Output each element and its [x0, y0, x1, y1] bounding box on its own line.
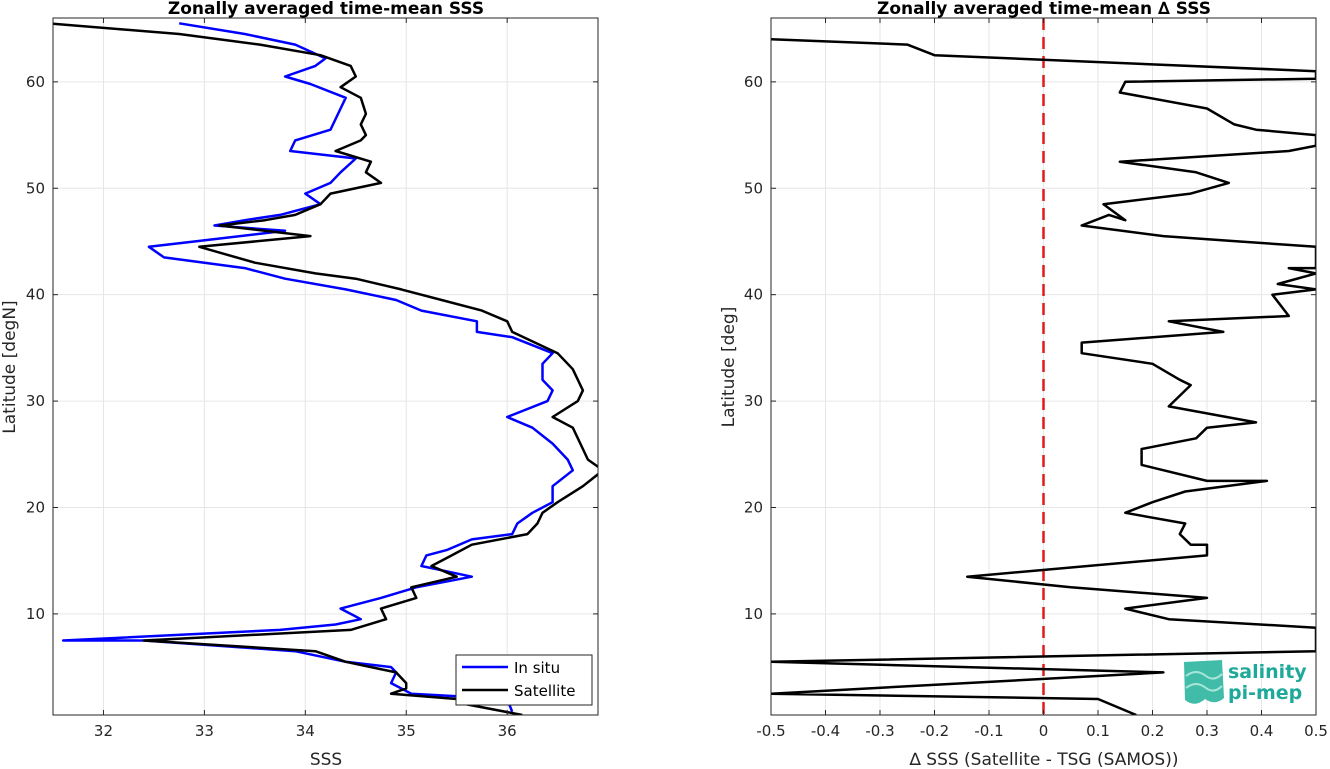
logo-emblem-waves-2	[1185, 683, 1223, 692]
logo-emblem	[1184, 660, 1224, 704]
delta-sss-x-tick-label: -0.5	[756, 722, 785, 740]
delta-sss-x-tick-label: -0.4	[811, 722, 840, 740]
legend-label-satellite: Satellite	[514, 682, 575, 700]
sss-grid	[53, 18, 598, 715]
sss-plot-area	[53, 18, 598, 715]
sss-x-tick-label: 32	[94, 722, 113, 740]
legend: In situ Satellite	[455, 654, 593, 706]
sss-x-tick-label: 35	[397, 722, 416, 740]
delta-sss-x-tick-label: -0.1	[974, 722, 1003, 740]
sss-panel: 32 33 34 35 36 10 20 30 40 50 60 Zonally averaged …	[0, 0, 599, 769]
sss-y-axis-label: Latitude [degN]	[0, 300, 20, 433]
sss-x-tick-label: 34	[296, 722, 315, 740]
delta-sss-x-tick-label: -0.2	[920, 722, 949, 740]
sss-chart-title: Zonally averaged time-mean SSS	[168, 0, 484, 19]
delta-sss-y-axis-label: Latitude [deg]	[719, 307, 739, 428]
sss-y-tick-label: 40	[26, 286, 45, 304]
sss-y-tick-label: 20	[26, 498, 45, 516]
legend-box	[455, 654, 593, 706]
delta-sss-chart-title: Zonally averaged time-mean ∆ SSS	[877, 0, 1211, 19]
delta-sss-y-tick-label: 60	[744, 73, 763, 91]
delta-sss-series-delta-line	[771, 38, 1316, 715]
delta-sss-x-tick-label: 0.3	[1195, 722, 1219, 740]
sss-x-tick-label: 33	[195, 722, 214, 740]
delta-sss-y-tick-label: 50	[744, 179, 763, 197]
legend-label-in-situ: In situ	[514, 659, 560, 677]
delta-sss-x-tick-label: 0.2	[1141, 722, 1165, 740]
logo-text-salinity: salinity	[1228, 661, 1307, 683]
sss-x-tick-label: 36	[498, 722, 517, 740]
delta-sss-ticks: -0.5 -0.4 -0.3 -0.2 -0.1 0 0.1 0.2 0.3 0.4 0.5 10 20…	[744, 18, 1328, 740]
sss-series-in-situ-line	[61, 22, 575, 713]
delta-sss-y-tick-label: 40	[744, 286, 763, 304]
delta-sss-series-group	[771, 18, 1316, 715]
delta-sss-x-tick-label: -0.3	[865, 722, 894, 740]
sss-y-tick-label: 60	[26, 73, 45, 91]
delta-sss-panel: -0.5 -0.4 -0.3 -0.2 -0.1 0 0.1 0.2 0.3 0.4 0.5 10 20…	[719, 0, 1328, 769]
logo-emblem-waves	[1185, 671, 1223, 680]
delta-sss-x-tick-label: 0.1	[1086, 722, 1110, 740]
sss-plot-frame	[52, 17, 599, 716]
sss-series-satellite-line	[53, 22, 598, 715]
delta-sss-y-tick-label: 30	[744, 392, 763, 410]
sss-series-group	[53, 22, 598, 715]
sss-y-tick-label: 30	[26, 392, 45, 410]
delta-sss-x-axis-label: ∆ SSS (Satellite - TSG (SAMOS))	[909, 750, 1179, 769]
salinity-pi-mep-logo: salinity pi-mep	[1184, 660, 1307, 704]
logo-text-pi-mep: pi-mep	[1228, 682, 1302, 704]
sss-y-tick-label: 10	[26, 605, 45, 623]
delta-sss-y-tick-label: 20	[744, 498, 763, 516]
delta-sss-x-tick-label: 0	[1039, 722, 1049, 740]
sss-x-axis-label: SSS	[310, 750, 342, 769]
sss-ticks: 32 33 34 35 36 10 20 30 40 50 60	[26, 18, 598, 740]
sss-y-tick-label: 50	[26, 179, 45, 197]
delta-sss-x-tick-label: 0.5	[1304, 722, 1328, 740]
delta-sss-y-tick-label: 10	[744, 605, 763, 623]
delta-sss-x-tick-label: 0.4	[1250, 722, 1274, 740]
